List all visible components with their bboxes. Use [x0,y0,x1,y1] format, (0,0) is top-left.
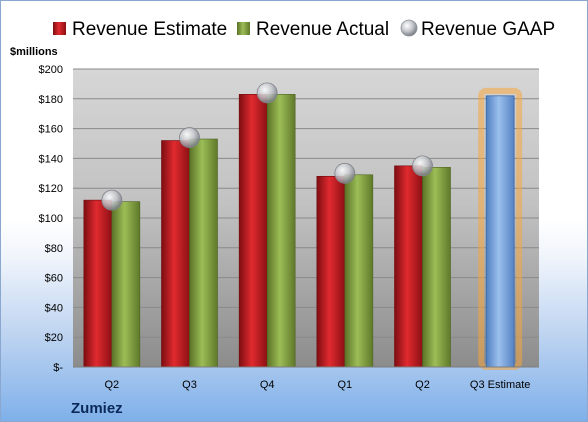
legend-label-revenue-gaap: Revenue GAAP [421,19,555,40]
x-tick-label: Q3 Estimate [470,379,531,391]
marker-revenue-gaap [256,82,278,104]
legend-swatch-revenue-estimate [53,22,66,35]
gridlines [73,68,539,338]
bar-revenue-estimate-next-quarter [485,95,515,368]
bar-revenue-estimate [161,140,190,368]
x-tick-label: Q3 [182,379,197,391]
y-tick-label: $60 [45,273,63,285]
y-tick-label: $200 [39,64,63,76]
x-tick-label: Q4 [260,379,275,391]
bar-revenue-estimate [83,199,113,368]
marker-revenue-gaap [334,162,356,184]
legend-swatch-revenue-actual [237,22,250,35]
y-tick-label: $20 [45,332,63,344]
legend: Revenue Estimate Revenue Actual Revenue … [53,19,555,40]
y-tick-label: $120 [39,183,63,195]
marker-revenue-gaap [179,127,200,148]
x-axis-ticks: Q2 Q3 Q4 Q1 Q2 Q3 Estimate [104,379,530,391]
y-tick-label: $180 [39,94,63,106]
bar-revenue-actual [422,167,451,368]
bar-revenue-actual [189,138,218,368]
x-tick-label: Q1 [337,379,352,391]
y-tick-label: $80 [45,243,63,255]
legend-item-revenue-gaap: Revenue GAAP [400,19,555,40]
y-axis-unit-label: $millions [10,46,58,58]
legend-label-revenue-actual: Revenue Actual [256,19,389,40]
company-name: Zumiez [71,400,123,417]
bar-revenue-estimate [316,175,346,368]
bar-revenue-actual [266,94,296,368]
legend-marker-revenue-gaap [400,19,418,37]
legend-item-revenue-actual: Revenue Actual [237,19,389,40]
y-axis-ticks: $- $20 $40 $60 $80 $100 $120 $140 $160 $180 $200 [39,64,64,374]
bar-revenue-actual [111,201,141,368]
y-tick-label: $100 [39,213,63,225]
bar-revenue-estimate [238,94,268,368]
y-tick-label: $140 [39,153,63,165]
bar-revenue-estimate [394,165,423,368]
y-tick-label: $- [53,362,63,374]
legend-item-revenue-estimate: Revenue Estimate [53,19,227,40]
marker-revenue-gaap [101,189,123,211]
legend-label-revenue-estimate: Revenue Estimate [72,19,227,40]
x-tick-label: Q2 [415,379,430,391]
bar-revenue-actual [344,174,374,368]
y-tick-label: $160 [39,124,63,136]
x-tick-label: Q2 [104,379,119,391]
bars [83,87,523,370]
gaap-markers [101,82,433,211]
marker-revenue-gaap [412,155,433,177]
y-tick-label: $40 [45,302,63,314]
